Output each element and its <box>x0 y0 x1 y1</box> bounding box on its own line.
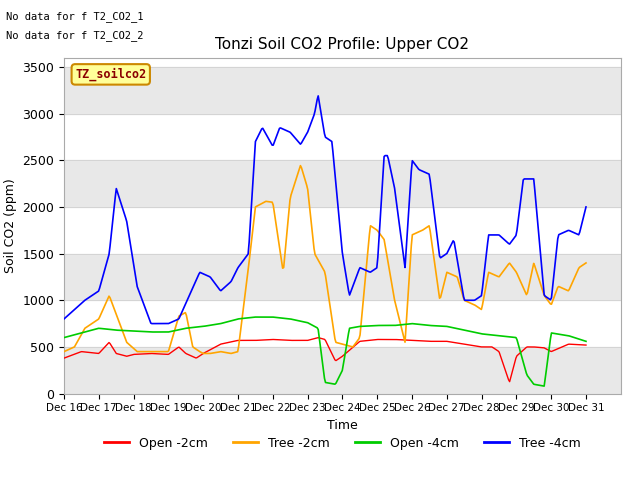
Text: No data for f T2_CO2_2: No data for f T2_CO2_2 <box>6 30 144 41</box>
Legend: Open -2cm, Tree -2cm, Open -4cm, Tree -4cm: Open -2cm, Tree -2cm, Open -4cm, Tree -4… <box>99 432 586 455</box>
Title: Tonzi Soil CO2 Profile: Upper CO2: Tonzi Soil CO2 Profile: Upper CO2 <box>216 37 469 52</box>
Y-axis label: Soil CO2 (ppm): Soil CO2 (ppm) <box>4 178 17 273</box>
X-axis label: Time: Time <box>327 419 358 432</box>
Bar <box>64 160 621 207</box>
Text: No data for f T2_CO2_1: No data for f T2_CO2_1 <box>6 11 144 22</box>
Text: TZ_soilco2: TZ_soilco2 <box>75 68 147 81</box>
Bar <box>64 67 621 114</box>
Bar <box>64 347 621 394</box>
Bar <box>64 253 621 300</box>
